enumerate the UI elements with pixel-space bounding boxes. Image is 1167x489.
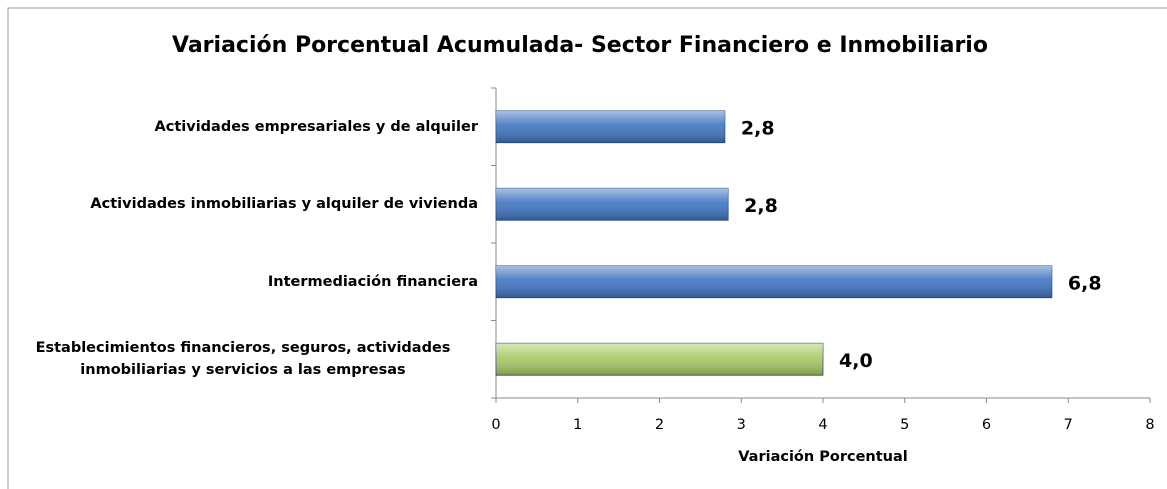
category-label-box: Establecimientos financieros, seguros, a…: [8, 329, 478, 389]
y-tick-label: Actividades inmobiliarias y alquiler de …: [90, 196, 478, 213]
y-tick-label: Intermediación financiera: [267, 273, 478, 290]
x-tick-label: 5: [900, 417, 909, 433]
x-tick-label: 0: [491, 417, 500, 433]
bar-shine: [496, 343, 823, 376]
x-tick-label: 7: [1064, 417, 1073, 433]
x-axis-title: Variación Porcentual: [738, 449, 908, 465]
category-label-box: Actividades inmobiliarias y alquiler de …: [8, 174, 478, 234]
value-label: 4,0: [839, 350, 873, 372]
x-tick-label: 8: [1145, 417, 1154, 433]
x-tick-label: 2: [655, 417, 664, 433]
value-label: 6,8: [1068, 272, 1102, 294]
bar-shine: [496, 110, 725, 143]
value-label: 2,8: [741, 117, 775, 139]
chart-title: Variación Porcentual Acumulada- Sector F…: [172, 33, 988, 58]
chart-frame: [7, 7, 1167, 489]
x-tick-label: 6: [982, 417, 991, 433]
category-label-box: Actividades empresariales y de alquiler: [8, 97, 478, 157]
x-tick-label: 1: [573, 417, 582, 433]
bar-shine: [496, 265, 1052, 298]
y-tick-label: Establecimientos financieros, seguros, a…: [35, 340, 451, 379]
value-label: 2,8: [744, 195, 778, 217]
x-tick-label: 4: [818, 417, 827, 433]
y-tick-label: Actividades empresariales y de alquiler: [154, 118, 478, 135]
bar-shine: [496, 188, 729, 221]
x-tick-label: 3: [737, 417, 746, 433]
category-label-box: Intermediación financiera: [8, 252, 478, 312]
